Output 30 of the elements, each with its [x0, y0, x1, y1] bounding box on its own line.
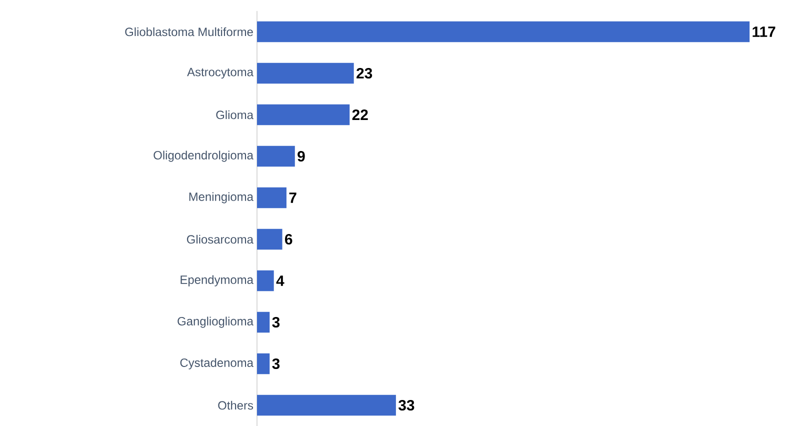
bar [257, 312, 270, 333]
data-label: 9 [298, 150, 305, 162]
bar [257, 353, 270, 374]
bar [257, 21, 750, 42]
data-label: 3 [272, 316, 280, 328]
data-label: 3 [272, 358, 280, 370]
bar [257, 146, 295, 167]
y-tick-label: Ganglioglioma [178, 316, 254, 328]
data-label: 7 [289, 192, 296, 203]
data-label: 33 [398, 400, 414, 411]
y-tick-label: Gliosarcoma [186, 234, 254, 244]
data-label: 22 [352, 110, 368, 120]
y-tick-label: Glioma [216, 110, 254, 120]
bar [257, 104, 350, 126]
y-tick-label: Ependymoma [180, 275, 254, 286]
data-label: 117 [752, 26, 776, 37]
y-tick-label: Glioblastoma Multiforme [125, 27, 253, 36]
bar [257, 270, 274, 292]
data-label: 23 [356, 68, 372, 79]
bar [257, 62, 354, 84]
data-label: 4 [276, 276, 284, 286]
y-tick-label: Others [218, 400, 254, 410]
y-tick-label: Meningioma [189, 192, 254, 204]
y-tick-label: Cystadenoma [180, 358, 254, 370]
y-tick-label: Astrocytoma [187, 68, 254, 79]
data-label: 6 [285, 234, 292, 245]
y-tick-label: Oligodendrolgioma [154, 150, 254, 162]
bar [257, 187, 286, 208]
bar [257, 228, 282, 250]
bar [257, 394, 396, 416]
